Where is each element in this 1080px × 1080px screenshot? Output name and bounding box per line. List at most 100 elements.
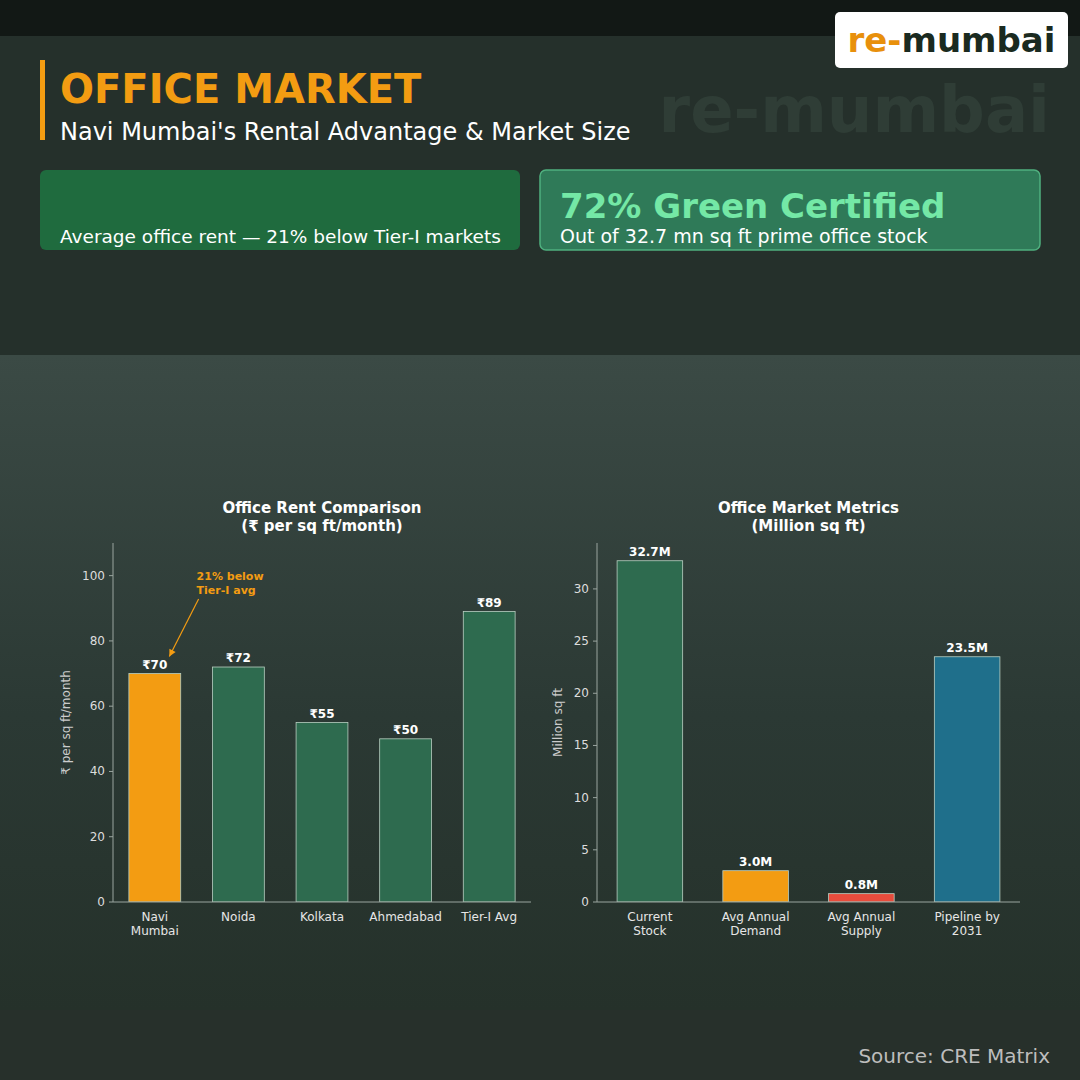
chart-subtitle: (Million sq ft): [752, 517, 866, 535]
tick-mark: [109, 836, 113, 837]
tick-mark: [109, 706, 113, 707]
data-label: ₹55: [309, 707, 334, 721]
chart-title: Office Rent Comparison: [223, 499, 422, 517]
category-label: Ahmedabad: [369, 910, 441, 924]
footer-band: [0, 1010, 1080, 1080]
line: 2031: [952, 924, 983, 938]
watermark: re-mumbai: [659, 73, 1050, 147]
data-label: ₹70: [142, 658, 167, 672]
line: Ahmedabad: [369, 910, 441, 924]
bar: [617, 561, 683, 902]
axis-title: Million sq ft: [551, 688, 565, 757]
line: Stock: [633, 924, 666, 938]
category-label: Avg AnnualDemand: [722, 910, 790, 938]
data-label: 23.5M: [946, 641, 988, 655]
line: Mumbai: [131, 924, 179, 938]
data-label: ₹89: [477, 596, 502, 610]
line: Pipeline by: [934, 910, 1000, 924]
bar: [934, 657, 1000, 902]
y-axis: [597, 543, 598, 902]
tick-label: 40: [90, 764, 105, 778]
category-label: Tier-I Avg: [460, 910, 517, 924]
category-label: Avg AnnualSupply: [827, 910, 895, 938]
category-label: CurrentStock: [627, 910, 672, 938]
bar: [212, 667, 264, 902]
header-band: [0, 36, 1080, 356]
bar: [129, 674, 181, 902]
logo-name: mumbai: [901, 20, 1055, 60]
tick-mark: [593, 641, 597, 642]
page: OFFICE MARKET Navi Mumbai's Rental Advant…: [0, 0, 1080, 1080]
tick-mark: [593, 902, 597, 903]
tick-label: 30: [574, 582, 589, 596]
category-label: Noida: [221, 910, 256, 924]
tick-label: 0: [581, 895, 589, 909]
tick-mark: [593, 797, 597, 798]
line: Kolkata: [300, 910, 344, 924]
background: [0, 0, 1080, 1080]
tick-label: 5: [581, 843, 589, 857]
tick-label: 0: [97, 895, 105, 909]
tick-label: 80: [90, 634, 105, 648]
tick-label: 15: [574, 738, 589, 752]
data-label: ₹72: [226, 651, 251, 665]
card-text: Out of 32.7 mn sq ft prime office stock: [560, 225, 928, 247]
y-axis: [113, 543, 114, 902]
photo-band: [0, 355, 1080, 1010]
title: OFFICE MARKET: [60, 66, 422, 112]
tick-mark: [593, 745, 597, 746]
bar: [723, 871, 789, 902]
tick-label: 25: [574, 634, 589, 648]
category-label: Kolkata: [300, 910, 344, 924]
data-label: 0.8M: [845, 878, 878, 892]
line: Navi: [141, 910, 168, 924]
chart: Office Market Metrics(Million sq ft) 0 5 10…: [551, 499, 1020, 938]
bar: [463, 612, 515, 902]
chart-subtitle: (₹ per sq ft/month): [241, 517, 402, 535]
chart-title: Office Market Metrics: [718, 499, 899, 517]
watermark-prefix: re-: [659, 73, 761, 147]
arrow-head: [169, 649, 175, 657]
card-headline: 72% Green Certified: [560, 186, 945, 226]
tick-mark: [593, 693, 597, 694]
axis-title: ₹ per sq ft/month: [59, 670, 73, 775]
line: Avg Annual: [722, 910, 790, 924]
line: Avg Annual: [827, 910, 895, 924]
tick-label: 100: [82, 569, 105, 583]
title-bar: [40, 60, 45, 140]
bars: [129, 612, 515, 902]
logo-prefix: re-: [848, 20, 902, 60]
tick-mark: [109, 575, 113, 576]
tick-mark: [109, 902, 113, 903]
tick-label: 10: [574, 791, 589, 805]
x-axis: [597, 902, 1020, 903]
card: [40, 170, 520, 250]
line: 21% below: [197, 570, 264, 583]
category-label: NaviMumbai: [131, 910, 179, 938]
line: Supply: [841, 924, 882, 938]
tick-mark: [109, 771, 113, 772]
bar: [380, 739, 432, 902]
data-label: ₹50: [393, 723, 418, 737]
tick-label: 20: [90, 830, 105, 844]
source: Source: CRE Matrix: [858, 1044, 1050, 1068]
tick-mark: [593, 849, 597, 850]
annotation-arrow: [169, 599, 198, 657]
watermark-name: mumbai: [760, 73, 1050, 147]
line: Demand: [730, 924, 781, 938]
bar: [296, 723, 348, 903]
data-label: 3.0M: [739, 855, 772, 869]
bars: [617, 561, 1000, 902]
subtitle: Navi Mumbai's Rental Advantage & Market …: [60, 118, 631, 146]
line: Noida: [221, 910, 256, 924]
annotation: 21% belowTier-I avg: [197, 570, 264, 597]
data-label: 32.7M: [629, 545, 671, 559]
tick-label: 60: [90, 699, 105, 713]
category-label: Pipeline by2031: [934, 910, 1000, 938]
tick-mark: [593, 588, 597, 589]
bar: [829, 894, 895, 902]
line: Tier-I Avg: [460, 910, 517, 924]
line: Tier-I avg: [197, 584, 256, 597]
line: Current: [627, 910, 672, 924]
chart: Office Rent Comparison(₹ per sq ft/month…: [59, 499, 531, 938]
